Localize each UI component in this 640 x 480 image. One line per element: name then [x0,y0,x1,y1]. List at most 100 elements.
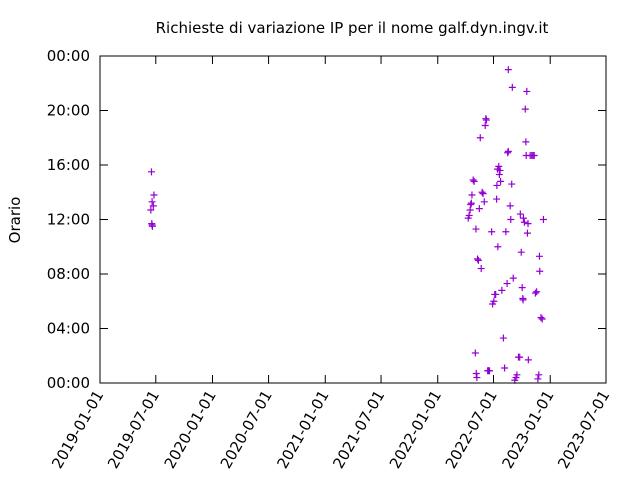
y-tick-label: 00:00 [47,374,90,392]
x-tick-label: 2021-01-01 [273,387,332,472]
data-point [530,151,538,159]
data-point [476,134,484,142]
data-point [520,218,528,226]
x-tick-label: 2023-07-01 [554,387,613,472]
y-tick-label: 00:00 [47,47,90,65]
data-point [469,176,477,184]
data-point [518,284,526,292]
data-point [521,105,529,113]
data-point [470,177,478,185]
data-point [147,206,155,214]
data-point [472,225,480,233]
data-point [477,265,485,273]
data-points [147,66,547,384]
data-point [538,315,546,323]
data-point [539,216,547,223]
data-point [473,255,481,263]
data-point [467,201,475,209]
data-point [474,256,482,264]
data-point [501,364,509,372]
data-point [466,206,474,214]
x-axis-ticks: 2019-01-012019-07-012020-01-012020-07-01… [48,56,613,472]
data-point [499,334,507,342]
data-point [535,371,543,379]
y-axis-label: Orario [6,197,24,244]
data-point [490,297,498,305]
data-point [496,166,504,174]
data-point [508,83,516,91]
data-point [473,374,481,382]
data-point [147,168,155,176]
data-point [535,252,543,260]
data-point [498,286,506,294]
y-tick-label: 04:00 [47,320,90,338]
x-tick-label: 2022-07-01 [442,387,501,472]
y-axis-ticks: 00:00 04:00 08:00 12:00 16:00 20:00 00:00 [47,47,606,392]
x-tick-label: 2020-01-01 [161,387,220,472]
data-point [497,177,505,185]
data-point [504,149,512,157]
data-point [480,198,488,206]
y-tick-label: 08:00 [47,265,90,283]
data-point [471,349,479,357]
data-point [531,289,539,297]
data-point [524,220,532,228]
data-point [488,228,496,236]
data-point [507,216,515,223]
data-point [495,162,503,170]
data-point [492,290,500,298]
data-point [150,191,158,199]
x-tick-label: 2019-07-01 [104,387,163,472]
data-point [524,356,532,364]
x-tick-label: 2020-07-01 [217,387,276,472]
data-point [482,115,490,123]
data-point [506,202,514,210]
data-point [523,229,531,237]
data-point [536,267,544,275]
data-point [148,221,156,229]
data-point [149,202,157,210]
data-point [516,210,524,218]
data-point [508,180,516,188]
plot-frame [99,55,607,384]
data-point [509,274,517,282]
data-point [534,375,542,383]
data-point [519,296,527,304]
data-point [493,195,501,203]
y-tick-label: 20:00 [47,102,90,120]
data-point [503,280,511,288]
data-point [482,116,490,124]
chart-title: Richieste di variazione IP per il nome g… [156,19,549,37]
data-point [475,205,483,213]
data-point [493,181,501,189]
data-point [478,188,486,196]
data-point [495,171,503,179]
x-tick-label: 2021-07-01 [329,387,388,472]
data-point [533,288,541,296]
data-point [465,211,473,219]
data-point [523,87,531,95]
data-point [513,371,521,379]
data-point [502,228,510,236]
y-tick-label: 16:00 [47,156,90,174]
data-point [516,353,524,361]
y-tick-label: 12:00 [47,211,90,229]
data-point [479,190,487,198]
data-point [467,199,475,207]
x-tick-label: 2022-01-01 [386,387,445,472]
x-tick-label: 2023-01-01 [498,387,557,472]
data-point [148,198,156,206]
data-point [519,214,527,222]
data-point [517,248,525,256]
data-point [537,314,545,322]
data-point [486,367,494,375]
data-point [481,121,489,129]
data-point [504,66,512,74]
data-point [504,147,512,155]
data-point [472,369,480,377]
data-point [468,191,476,199]
data-point [522,138,530,146]
x-tick-label: 2019-01-01 [48,387,107,472]
data-point [494,243,502,251]
